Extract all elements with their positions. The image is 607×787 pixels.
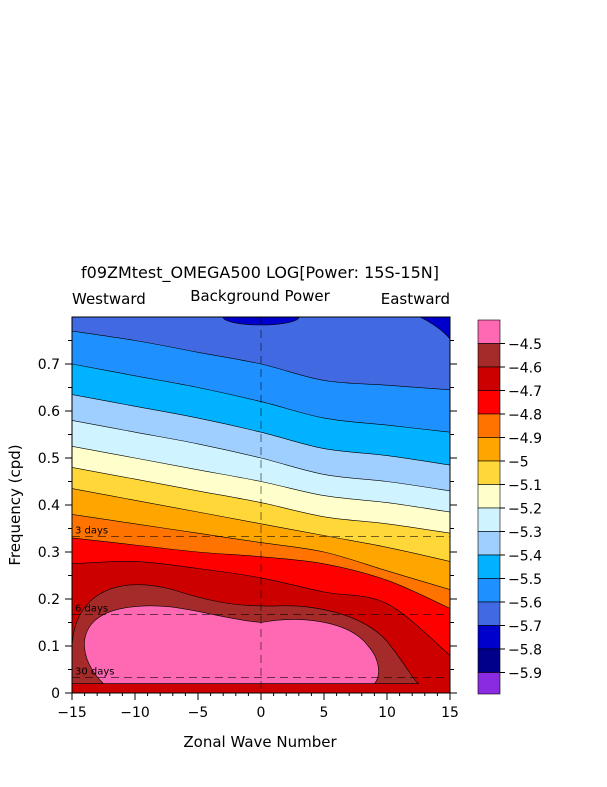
contour-band-pink-minimum [84,605,379,684]
colorbar-swatch-bottom [477,672,501,695]
colorbar-swatch [477,319,501,344]
x-tick-label: −15 [57,705,87,721]
x-tick-label: −10 [120,705,150,721]
x-tick-label: 15 [441,705,459,721]
period-line-label: 6 days [75,604,108,615]
colorbar-swatch [477,460,501,485]
colorbar-swatch [477,554,501,579]
chart-title: f09ZMtest_OMEGA500 LOG[Power: 15S-15N] [81,263,439,283]
right-label-eastward: Eastward [381,290,450,308]
colorbar-label: −4.6 [508,360,542,376]
left-label-westward: Westward [72,290,146,308]
period-line-label: 30 days [75,666,115,677]
y-tick-label: 0.5 [38,451,60,467]
colorbar-label: −5.6 [508,595,542,611]
colorbar-label: −5.2 [508,501,542,517]
y-tick-label: 0.6 [38,404,60,420]
x-tick-label: 10 [378,705,396,721]
period-line-label: 3 days [75,525,108,536]
colorbar-swatch [477,437,501,462]
y-tick-label: 0.7 [38,357,60,373]
y-tick-label: 0.2 [38,592,60,608]
axes: −15 −10 −5 0 5 10 15 0 0.1 0.2 0.3 0.4 0.5 0.6 0.7 [38,316,459,721]
y-tick-label: 0.3 [38,545,60,561]
colorbar-label: −5.9 [508,666,542,682]
colorbar-swatch [477,413,501,438]
y-tick-label: 0 [51,686,60,702]
y-axis-label: Frequency (cpd) [6,444,24,565]
colorbar-label: −5.4 [508,548,542,564]
colorbar-label: −4.9 [508,431,542,447]
colorbar-label: −5 [508,454,529,470]
y-tick-label: 0.1 [38,639,60,655]
x-tick-label: 5 [320,705,329,721]
colorbar-swatch [477,601,501,626]
colorbar-swatch [477,531,501,556]
colorbar-swatch [477,390,501,415]
x-tick-label: −5 [188,705,209,721]
x-axis-label: Zonal Wave Number [183,733,337,751]
chart-subtitle: Background Power [190,287,330,305]
colorbar-swatch [477,484,501,509]
colorbar-label: −4.5 [508,337,542,353]
colorbar-label: −4.8 [508,407,542,423]
colorbar-swatch [477,507,501,532]
colorbar-swatch [477,648,501,673]
colorbar-swatch [477,625,501,650]
colorbar: −4.5 −4.6 −4.7 −4.8 −4.9 −5 −5.1 −5.2 −5.3 −5.4 −5… [477,319,542,695]
y-tick-label: 0.4 [38,498,60,514]
contour-blob-corner [419,317,450,340]
colorbar-swatch [477,578,501,603]
colorbar-label: −5.8 [508,642,542,658]
colorbar-label: −5.1 [508,478,542,494]
colorbar-label: −5.3 [508,525,542,541]
colorbar-swatch [477,366,501,391]
plot-area: 3 days 6 days 30 days [72,317,450,693]
colorbar-label: −5.5 [508,572,542,588]
colorbar-label: −4.7 [508,384,542,400]
colorbar-label: −5.7 [508,619,542,635]
colorbar-swatch [477,343,501,368]
x-tick-label: 0 [257,705,266,721]
